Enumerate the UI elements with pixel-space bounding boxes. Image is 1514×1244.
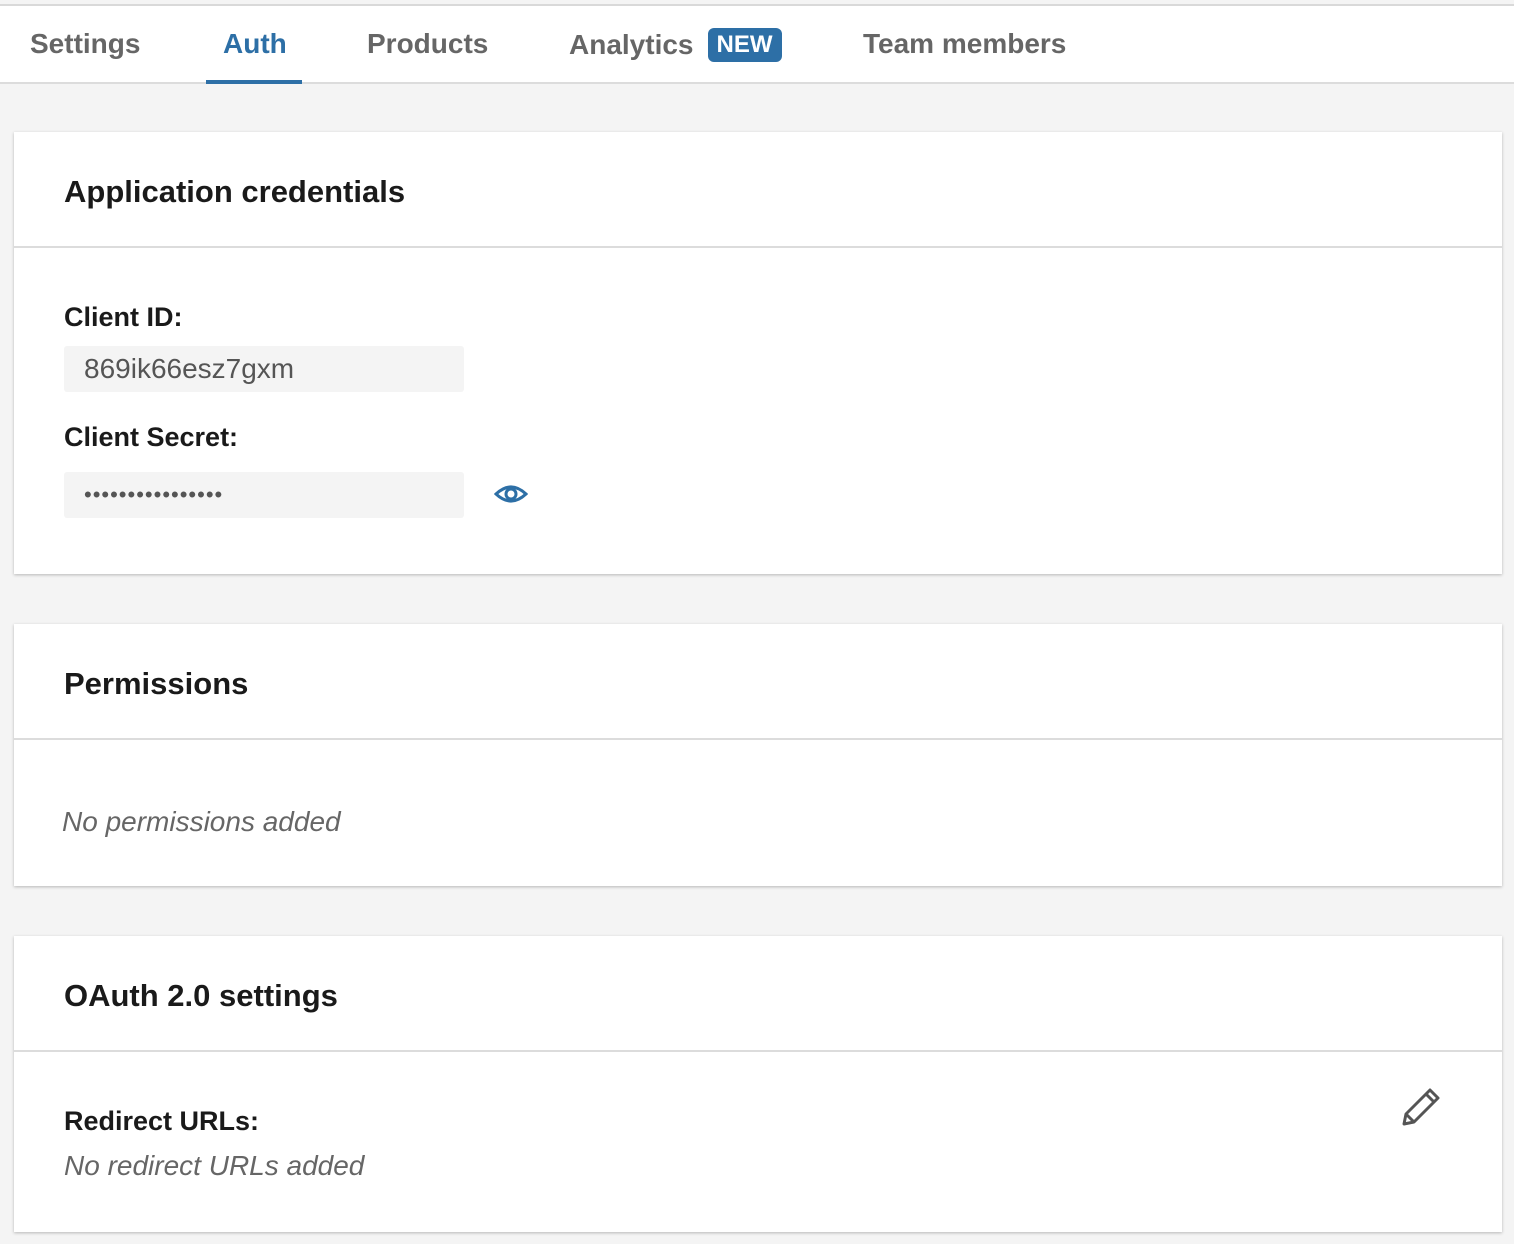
client-secret-field[interactable]: ••••••••••••••••	[64, 472, 464, 518]
client-id-field[interactable]: 869ik66esz7gxm	[64, 346, 464, 392]
no-permissions-text: No permissions added	[62, 806, 341, 837]
redirect-urls-label: Redirect URLs:	[64, 1106, 260, 1136]
tab-team-members[interactable]: Team members	[863, 28, 1067, 59]
card-title: Permissions	[64, 666, 249, 701]
active-tab-indicator	[206, 80, 302, 84]
eye-icon[interactable]	[493, 480, 529, 508]
no-redirect-urls-text: No redirect URLs added	[64, 1150, 365, 1181]
tab-products[interactable]: Products	[367, 28, 489, 59]
tab-auth[interactable]: Auth	[223, 28, 287, 59]
tab-analytics-label: Analytics	[569, 29, 694, 60]
application-credentials-card: Application credentials Client ID: 869ik…	[14, 132, 1502, 574]
permissions-card: Permissions No permissions added	[14, 624, 1502, 886]
pencil-icon[interactable]	[1398, 1086, 1442, 1130]
top-divider	[0, 4, 1514, 6]
tab-analytics[interactable]: Analytics NEW	[569, 28, 782, 62]
card-title: Application credentials	[64, 174, 406, 209]
new-badge: NEW	[707, 28, 782, 62]
client-secret-label: Client Secret:	[64, 422, 239, 452]
tab-bar: Settings Auth Products Analytics NEW Team…	[0, 6, 1514, 84]
oauth-settings-card: OAuth 2.0 settings Redirect URLs: No red…	[14, 936, 1502, 1232]
tab-settings[interactable]: Settings	[30, 28, 141, 59]
client-id-label: Client ID:	[64, 302, 183, 332]
card-title: OAuth 2.0 settings	[64, 978, 338, 1013]
